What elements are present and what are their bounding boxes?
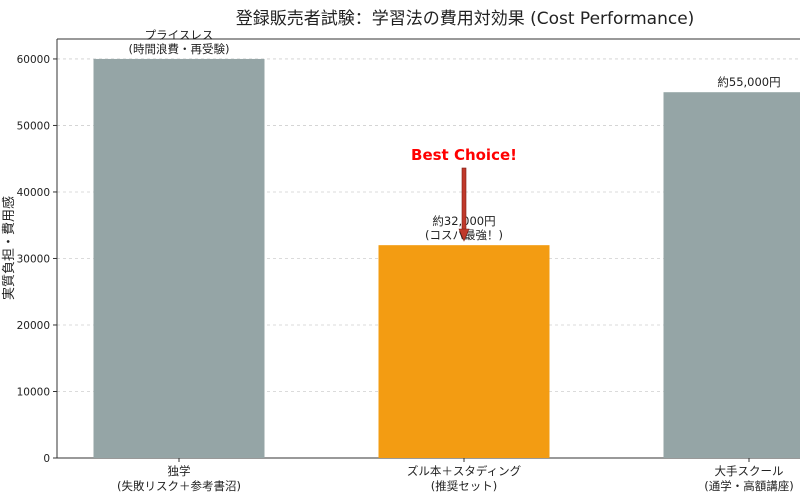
chart-title: 登録販売者試験：学習法の費用対効果 (Cost Performance)	[236, 9, 695, 29]
x-axis-ticks: 独学(失敗リスク＋参考書沼) ズル本＋スタディング(推奨セット) 大手スクール(通学…	[117, 458, 794, 493]
bar-labels: プライスレス(時間浪費・再受験)約32,000円(コスパ最強！)約55,000円	[129, 28, 781, 242]
x-tick-label: ズル本＋スタディング(推奨セット)	[407, 464, 522, 493]
bar	[663, 92, 800, 458]
bar	[378, 245, 550, 458]
y-axis-label: 実質負担・費用感	[1, 196, 17, 300]
annotation-arrow-head	[458, 228, 470, 242]
bar	[93, 58, 265, 458]
annotation-arrow-shaft	[461, 167, 467, 231]
y-tick-label: 40000	[17, 187, 50, 199]
x-tick-label: 独学(失敗リスク＋参考書沼)	[117, 464, 241, 493]
bar-label: 約55,000円	[717, 75, 780, 89]
annotation-text: Best Choice!	[411, 146, 517, 164]
y-tick-label: 10000	[17, 386, 50, 398]
bars	[93, 58, 800, 458]
y-tick-label: 20000	[17, 320, 50, 332]
y-tick-label: 60000	[17, 54, 50, 66]
x-tick-label: 大手スクール(通学・高額講座)	[704, 464, 793, 493]
y-tick-label: 0	[43, 453, 50, 465]
y-tick-label: 50000	[17, 120, 50, 132]
annotation: Best Choice!	[411, 146, 517, 242]
y-tick-label: 30000	[17, 253, 50, 265]
bar-label: プライスレス(時間浪費・再受験)	[129, 28, 230, 56]
y-axis-ticks: 0 10000 20000 30000 40000 50000 60000	[17, 54, 57, 465]
